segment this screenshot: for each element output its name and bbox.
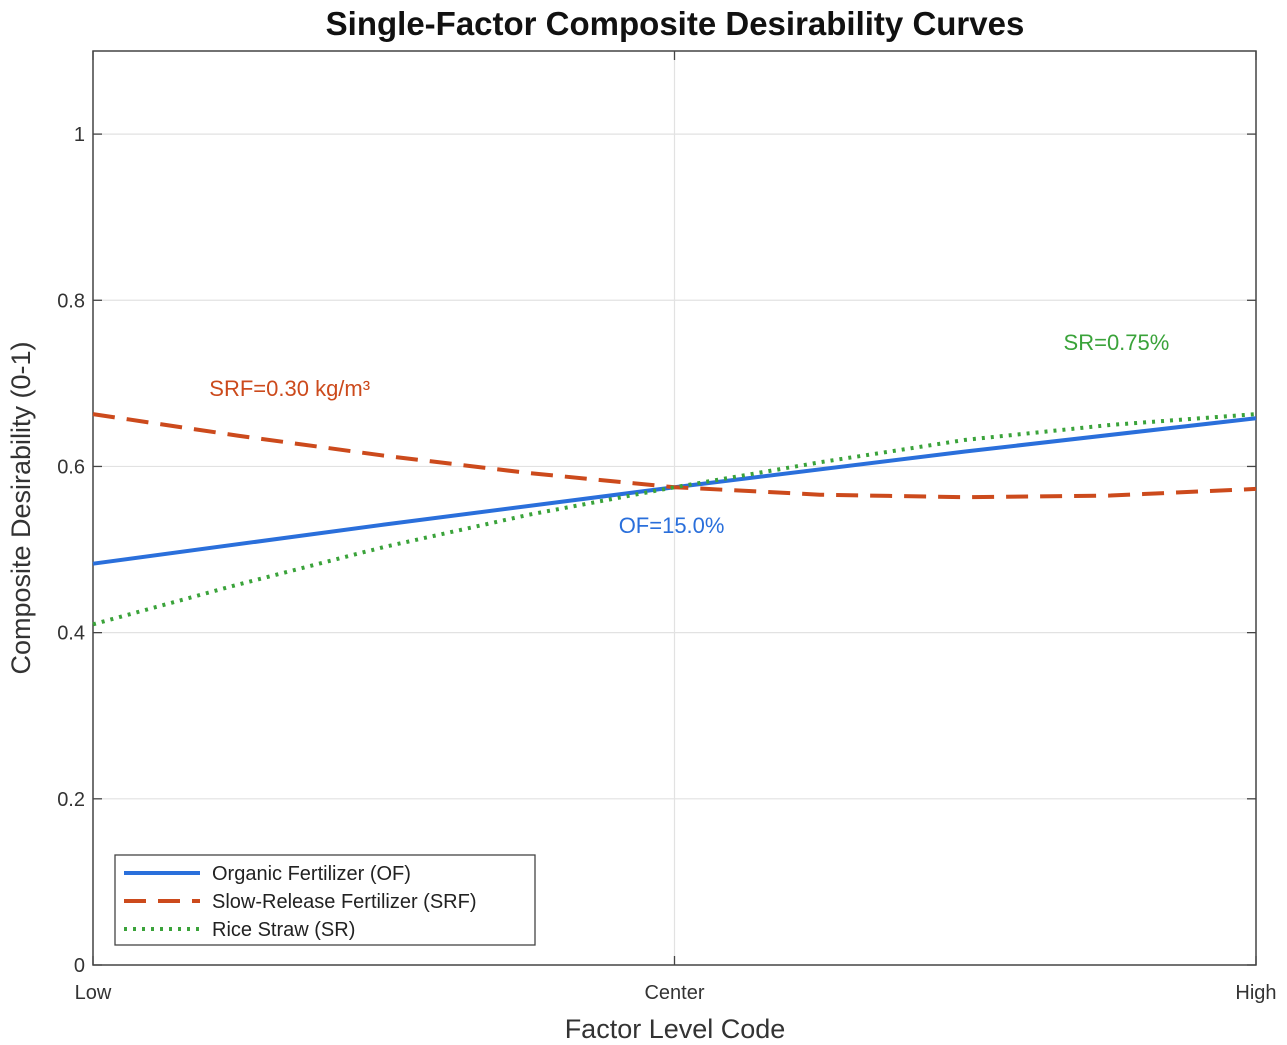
axis-ticks: 0 0.2 0.4 0.6 0.8 1 Low Center High <box>57 51 1277 1004</box>
legend-label-3: Rice Straw (SR) <box>212 919 355 941</box>
y-tick-label: 0 <box>74 955 85 977</box>
legend-label-2: Slow-Release Fertilizer (SRF) <box>212 891 477 913</box>
chart-title: Single-Factor Composite Desirability Cur… <box>326 5 1025 42</box>
y-tick-label: 0.8 <box>57 290 85 312</box>
series-group <box>92 412 1257 627</box>
x-tick-label: High <box>1235 982 1276 1004</box>
y-tick-label: 1 <box>74 124 85 146</box>
x-axis-label: Factor Level Code <box>565 1014 786 1044</box>
grid <box>93 51 1256 965</box>
annotation-1: SRF=0.30 kg/m³ <box>209 376 370 401</box>
x-tick-label: Low <box>75 982 112 1004</box>
y-axis-label: Composite Desirability (0-1) <box>6 341 36 674</box>
annotations: SRF=0.30 kg/m³ OF=15.0% SR=0.75% <box>209 330 1169 538</box>
x-tick-label: Center <box>644 982 704 1004</box>
legend: Organic Fertilizer (OF) Slow-Release Fert… <box>114 854 536 946</box>
series-line-2 <box>92 412 1257 500</box>
legend-label-1: Organic Fertilizer (OF) <box>212 863 411 885</box>
y-tick-label: 0.6 <box>57 456 85 478</box>
y-tick-label: 0.2 <box>57 789 85 811</box>
annotation-2: OF=15.0% <box>619 513 725 538</box>
series-line-3 <box>92 412 1257 627</box>
legend-box <box>114 854 536 946</box>
y-tick-label: 0.4 <box>57 623 85 645</box>
annotation-3: SR=0.75% <box>1064 330 1170 355</box>
